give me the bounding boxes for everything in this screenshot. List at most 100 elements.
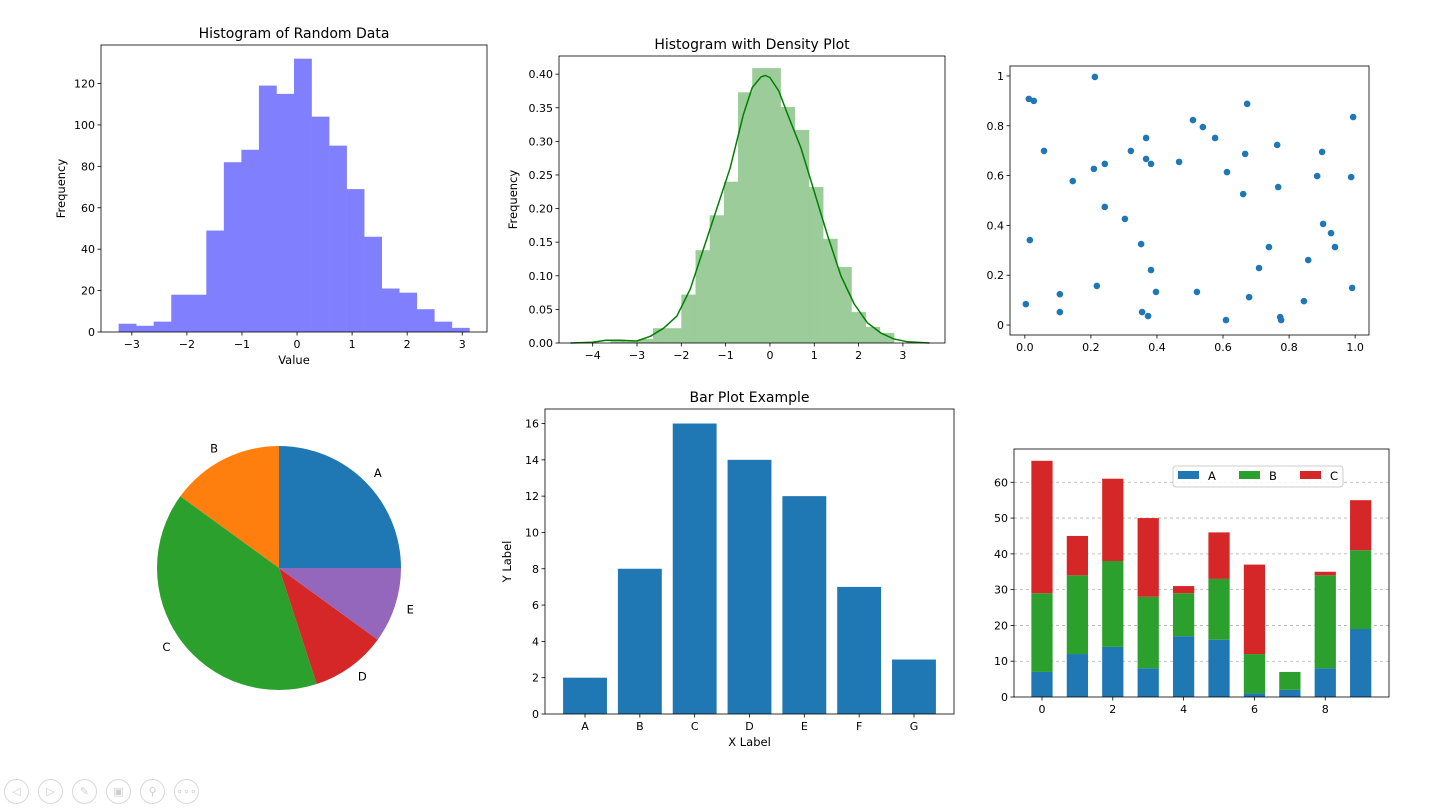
axes-frame — [100, 44, 488, 333]
stacked-bar-c — [1031, 460, 1053, 594]
stacked-bar-a — [1243, 693, 1266, 697]
scatter-point — [1304, 256, 1312, 264]
histogram-bar — [223, 162, 242, 332]
scatter-point — [1090, 165, 1098, 173]
y-tick-label: 0.20 — [529, 203, 554, 216]
subplot-3: 0 0.2 0.4 0.6 0.8 1 0.0 0.2 0.4 0.6 0.8 1.0 — [987, 65, 1370, 354]
y-tick-label: 0 — [532, 708, 539, 721]
scatter-point — [1127, 147, 1135, 155]
forward-button[interactable]: ▷ — [38, 779, 63, 804]
stacked-bar-b — [1031, 593, 1053, 672]
stacked-bar-b — [1208, 578, 1230, 640]
scatter-point — [1040, 147, 1048, 155]
subplots-button[interactable]: ▣ — [106, 779, 131, 804]
x-tick-label: 2 — [404, 338, 411, 351]
scatter-point — [1189, 116, 1197, 124]
scatter-point — [1142, 155, 1150, 163]
y-axis-label: Frequency — [506, 170, 520, 230]
scatter-point — [1239, 190, 1247, 198]
x-tick-label: 3 — [899, 349, 906, 362]
y-tick-label: 4 — [532, 635, 539, 648]
x-tick-label: 0.8 — [1280, 341, 1298, 354]
scatter-point — [1347, 173, 1355, 181]
scatter-point — [1222, 316, 1230, 324]
stacked-bar-a — [1066, 654, 1089, 697]
subplot-2: 0.00 0.05 0.10 0.15 0.20 0.25 0.30 0.35 0.40 −4 −3… — [506, 37, 946, 362]
x-tick-label: 6 — [1251, 703, 1258, 716]
scatter-point — [1091, 73, 1099, 81]
scatter-point — [1245, 293, 1253, 301]
y-tick-label: 0 — [88, 326, 95, 339]
x-tick-label: −3 — [124, 338, 140, 351]
y-tick-label: 60 — [994, 476, 1008, 489]
y-tick-label: 0.00 — [529, 337, 554, 350]
navigation-toolbar: ◁ ▷ ✎ ▣ ⚲ ∘∘∘ — [4, 779, 199, 804]
y-axis-label: Y Label — [500, 541, 514, 584]
y-tick-label: 0.40 — [529, 68, 554, 81]
histogram-bar — [118, 323, 137, 332]
scatter-point — [1175, 158, 1183, 166]
scatter-point — [1223, 168, 1231, 176]
x-tick-label: 0 — [1038, 703, 1045, 716]
chart-title: Histogram with Density Plot — [654, 37, 850, 53]
histogram-bar — [206, 230, 225, 332]
more-button[interactable]: ∘∘∘ — [174, 779, 199, 804]
histogram-bar — [451, 327, 470, 332]
histogram-bar — [311, 116, 330, 333]
histogram-bar — [681, 294, 696, 343]
scatter-point — [1243, 100, 1251, 108]
subplot-1: 0 20 40 60 80 100 120 −3 −2 −1 0 1 2 3 Histogram of Ra… — [54, 26, 488, 367]
y-tick-label: 1 — [997, 70, 1004, 83]
stacked-bar-c — [1314, 571, 1336, 576]
x-tick-label: E — [801, 720, 808, 733]
chart-title: Bar Plot Example — [690, 390, 810, 406]
legend-swatch — [1239, 471, 1260, 479]
pen-button[interactable]: ✎ — [72, 779, 97, 804]
scatter-point — [1193, 288, 1201, 296]
histogram-bar — [837, 267, 852, 343]
scatter-point — [1331, 243, 1339, 251]
y-tick-label: 0 — [997, 319, 1004, 332]
x-tick-label: 3 — [459, 338, 466, 351]
histogram-bar — [823, 238, 838, 343]
chart-title: Histogram of Random Data — [199, 26, 390, 42]
bar — [563, 677, 607, 714]
y-tick-label: 40 — [994, 548, 1008, 561]
y-tick-label: 0.4 — [987, 219, 1005, 232]
legend-label: B — [1269, 469, 1277, 483]
scatter-point — [1093, 282, 1101, 290]
x-tick-label: 0 — [766, 349, 773, 362]
pie-label: A — [374, 466, 382, 480]
pie-slice — [180, 446, 279, 568]
back-button[interactable]: ◁ — [4, 779, 29, 804]
x-tick-label: C — [691, 720, 699, 733]
histogram-bar — [780, 107, 796, 343]
y-tick-label: 80 — [81, 160, 95, 173]
stacked-bar-b — [1102, 561, 1124, 647]
histogram-bar — [434, 321, 453, 332]
histogram-bar — [723, 181, 739, 343]
stacked-bar-c — [1243, 564, 1266, 655]
x-tick-label: −1 — [718, 349, 734, 362]
scatter-point — [1101, 160, 1109, 168]
x-axis-label: Value — [278, 353, 310, 367]
histogram-bar — [329, 145, 347, 332]
scatter-point — [1101, 203, 1109, 211]
histogram-bar — [188, 294, 207, 332]
zoom-button[interactable]: ⚲ — [140, 779, 165, 804]
x-tick-label: 1.0 — [1346, 341, 1364, 354]
y-tick-label: 14 — [525, 454, 539, 467]
histogram-bar — [879, 332, 895, 343]
subplot-6: 0 10 20 30 40 50 60 0 2 4 6 8 A B C — [994, 448, 1390, 716]
x-tick-label: 2 — [855, 349, 862, 362]
scatter-point — [1274, 183, 1282, 191]
scatter-point — [1137, 240, 1145, 248]
y-tick-label: 0.10 — [529, 270, 554, 283]
y-tick-label: 0 — [1001, 691, 1008, 704]
y-tick-label: 12 — [525, 490, 539, 503]
y-tick-label: 10 — [525, 526, 539, 539]
y-tick-label: 100 — [74, 119, 95, 132]
x-tick-label: −2 — [673, 349, 689, 362]
stacked-bar-b — [1172, 593, 1195, 637]
legend: A B C — [1172, 465, 1344, 488]
